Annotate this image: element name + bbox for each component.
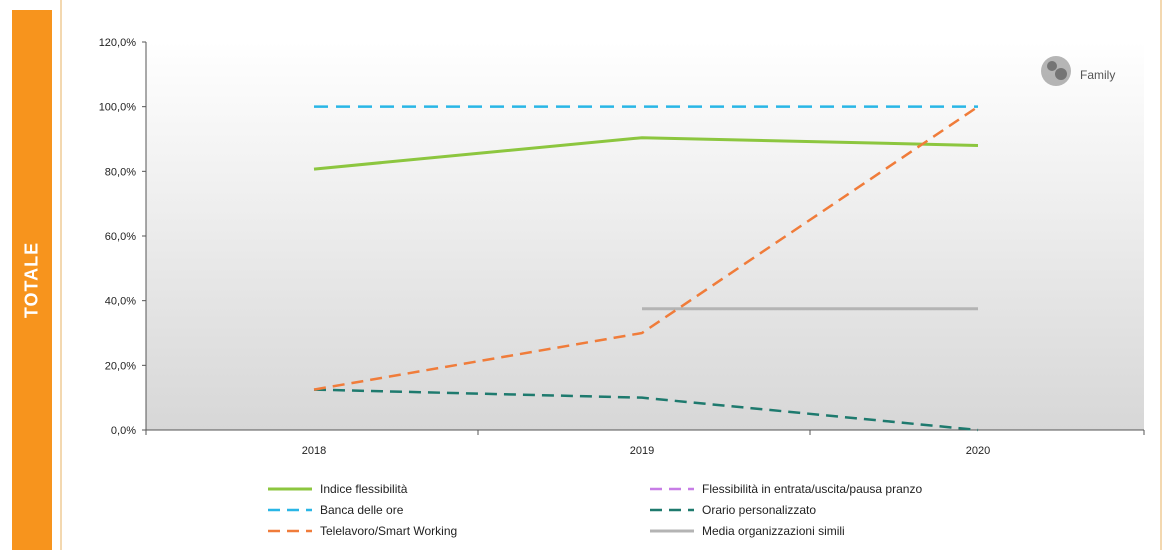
legend-label: Orario personalizzato — [702, 503, 816, 517]
x-tick-label: 2020 — [966, 445, 990, 457]
x-tick-label: 2019 — [630, 445, 654, 457]
legend-label: Banca delle ore — [320, 503, 404, 517]
series-line-orario-personalizzato — [313, 388, 979, 432]
y-tick-label: 60,0% — [105, 231, 136, 243]
y-tick-label: 120,0% — [99, 37, 137, 49]
legend-label: Telelavoro/Smart Working — [320, 524, 457, 538]
y-tick-label: 0,0% — [111, 425, 136, 437]
y-tick-label: 20,0% — [105, 360, 136, 372]
series-line-telelavoro-smart-working — [313, 105, 979, 391]
legend-label: Flessibilità in entrata/uscita/pausa pra… — [702, 482, 922, 496]
logo-text: Family — [1080, 68, 1116, 82]
series-line-indice-flessibilit — [313, 136, 979, 171]
plot-area — [146, 42, 1144, 430]
y-tick-label: 80,0% — [105, 166, 136, 178]
legend-label: Media organizzazioni simili — [702, 524, 845, 538]
y-tick-label: 100,0% — [99, 102, 137, 114]
family-logo — [1041, 56, 1071, 86]
y-tick-label: 40,0% — [105, 296, 136, 308]
legend-label: Indice flessibilità — [320, 482, 408, 496]
side-band: TOTALE — [12, 10, 52, 550]
left-border — [60, 0, 62, 550]
right-border — [1160, 0, 1162, 550]
x-tick-label: 2018 — [302, 445, 326, 457]
